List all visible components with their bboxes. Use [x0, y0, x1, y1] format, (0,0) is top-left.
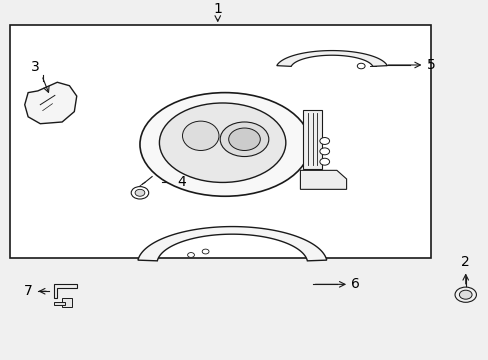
Polygon shape	[54, 302, 64, 305]
Polygon shape	[62, 298, 72, 307]
Text: 2: 2	[460, 255, 469, 269]
Circle shape	[357, 63, 365, 69]
Ellipse shape	[140, 93, 309, 196]
Text: 1: 1	[213, 2, 222, 16]
Polygon shape	[276, 50, 386, 66]
Circle shape	[319, 148, 329, 155]
Circle shape	[319, 158, 329, 165]
Circle shape	[458, 290, 471, 299]
Polygon shape	[302, 110, 322, 168]
Ellipse shape	[220, 122, 268, 157]
Circle shape	[319, 138, 329, 144]
Circle shape	[454, 287, 475, 302]
Text: 3: 3	[31, 60, 40, 74]
Text: 5: 5	[427, 58, 435, 72]
Polygon shape	[54, 284, 77, 298]
Ellipse shape	[228, 128, 260, 150]
Polygon shape	[300, 170, 346, 189]
Text: 6: 6	[351, 277, 360, 291]
Text: 7: 7	[24, 284, 33, 298]
Ellipse shape	[159, 103, 285, 183]
Bar	[10, 25, 430, 258]
Polygon shape	[25, 82, 77, 124]
Polygon shape	[138, 226, 326, 261]
Circle shape	[202, 249, 208, 254]
Circle shape	[135, 189, 144, 196]
Text: 4: 4	[177, 175, 186, 189]
Circle shape	[187, 253, 194, 257]
Ellipse shape	[182, 121, 219, 150]
Circle shape	[131, 186, 148, 199]
